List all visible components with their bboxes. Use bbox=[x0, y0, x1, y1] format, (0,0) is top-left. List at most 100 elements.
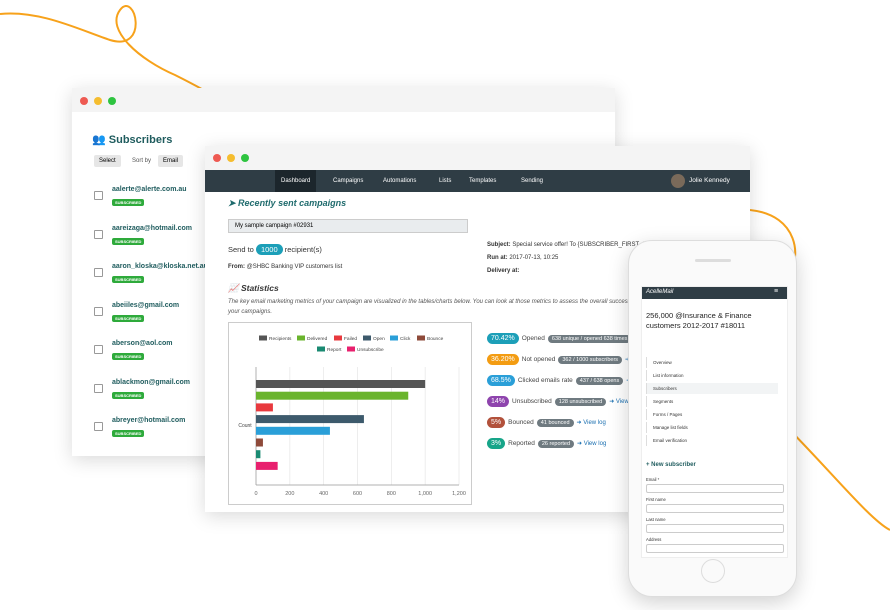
metric-detail: 437 / 638 opens bbox=[575, 377, 624, 385]
list-title: 256,000 @Insurance & Finance customers 2… bbox=[646, 311, 752, 330]
metric-value: 3% bbox=[487, 438, 506, 449]
email: abeiiles@gmail.com bbox=[112, 301, 180, 309]
from: From: @SHBC Banking VIP customers list bbox=[228, 264, 342, 270]
home-button[interactable] bbox=[701, 559, 725, 583]
send-to: Send to 1000 recipient(s) bbox=[228, 244, 322, 255]
legend-swatch bbox=[334, 335, 342, 341]
legend-swatch bbox=[363, 335, 371, 341]
status-badge: SUBSCRIBED bbox=[112, 314, 145, 322]
checkbox[interactable] bbox=[94, 383, 103, 393]
view-log[interactable]: ➜ bbox=[625, 357, 630, 363]
menu-item[interactable]: Manage list fields bbox=[646, 422, 778, 433]
app-bar bbox=[642, 287, 787, 299]
metric-detail: 26 reported bbox=[537, 440, 575, 448]
x-tick-label: 800 bbox=[387, 491, 396, 497]
user[interactable]: Jolie Kennedy bbox=[689, 177, 730, 184]
menu-item[interactable]: Segments bbox=[646, 396, 778, 407]
brand: AcelleMail bbox=[646, 289, 674, 295]
legend-label: Report bbox=[327, 347, 342, 353]
minimize[interactable] bbox=[227, 154, 235, 162]
checkbox[interactable] bbox=[94, 191, 103, 200]
field-input[interactable] bbox=[646, 544, 784, 553]
metric-label: Bounced bbox=[508, 419, 534, 426]
recipients-suffix: recipient(s) bbox=[284, 245, 322, 254]
metric-detail: 41 bounced bbox=[536, 419, 574, 427]
legend-swatch bbox=[390, 335, 398, 341]
legend-label: Failed bbox=[344, 336, 357, 342]
email: abreyer@hotmail.com bbox=[112, 417, 186, 424]
nav-item[interactable]: Sending bbox=[521, 178, 544, 184]
close[interactable] bbox=[80, 97, 88, 105]
view-log[interactable]: ➜ View log bbox=[609, 399, 639, 405]
close[interactable] bbox=[213, 154, 221, 162]
field-input[interactable] bbox=[646, 524, 784, 533]
menu-item[interactable]: Overview bbox=[646, 357, 778, 368]
legend-label: Delivered bbox=[307, 336, 328, 342]
metric-label: Clicked emails rate bbox=[517, 377, 573, 384]
campaign-select[interactable]: My sample campaign #02931 bbox=[228, 219, 468, 233]
nav-item[interactable]: Dashboard bbox=[275, 170, 317, 192]
email: aalerte@alerte.com.au bbox=[112, 186, 187, 193]
x-tick-label: 600 bbox=[353, 491, 362, 497]
maximize[interactable] bbox=[241, 154, 249, 162]
status-badge: SUBSCRIBED bbox=[112, 276, 145, 283]
metric-value: 14% bbox=[487, 396, 510, 407]
x-tick-label: 200 bbox=[285, 491, 294, 497]
title-bar bbox=[72, 88, 615, 112]
menu-item[interactable]: Forms / Pages bbox=[646, 409, 778, 420]
metric-row: 14% Unsubscribed 128 unsubscribed ➜ View lo… bbox=[487, 396, 638, 407]
from-label: From: bbox=[228, 264, 245, 270]
run-at: Run at: 2017-07-13, 10:25 bbox=[487, 255, 558, 261]
bar bbox=[256, 380, 426, 388]
send-to-label: Send to bbox=[228, 245, 254, 254]
checkbox[interactable] bbox=[94, 229, 103, 239]
status-badge: SUBSCRIBED bbox=[112, 199, 145, 206]
field-label: Email * bbox=[646, 477, 660, 482]
sort-field[interactable]: Email bbox=[158, 155, 184, 167]
checkbox[interactable] bbox=[94, 422, 103, 431]
subject-label: Subject: bbox=[487, 242, 511, 248]
avatar[interactable] bbox=[671, 174, 685, 188]
bar bbox=[256, 403, 273, 412]
legend-label: Unsubscribe bbox=[357, 347, 384, 353]
menu-icon[interactable]: ≡ bbox=[774, 288, 779, 295]
checkbox[interactable] bbox=[94, 306, 103, 316]
menu-item[interactable]: Subscribers bbox=[646, 383, 778, 394]
title-bar bbox=[205, 146, 750, 170]
nav-item[interactable]: Lists bbox=[439, 178, 452, 184]
menu-item[interactable]: Email verification bbox=[646, 435, 778, 446]
nav-item[interactable]: Campaigns bbox=[333, 178, 364, 184]
checkbox[interactable] bbox=[94, 268, 103, 277]
subject-value: Special service offer! To {SUBSCRIBER_FI… bbox=[512, 242, 662, 248]
metric-label: Opened bbox=[521, 335, 545, 342]
checkbox[interactable] bbox=[94, 345, 103, 354]
maximize[interactable] bbox=[108, 97, 116, 105]
nav-item[interactable]: Automations bbox=[383, 178, 417, 184]
field-input[interactable] bbox=[646, 504, 784, 513]
nav-item[interactable]: Templates bbox=[469, 178, 497, 184]
stats-title: 📈 Statistics bbox=[228, 283, 279, 293]
run-at-label: Run at: bbox=[487, 255, 508, 261]
view-log[interactable]: ➜ View log bbox=[576, 420, 606, 426]
metric-value: 70.42% bbox=[487, 333, 519, 344]
field-input[interactable] bbox=[646, 484, 784, 493]
menu-item[interactable]: List information bbox=[646, 370, 778, 381]
bar bbox=[256, 391, 409, 400]
section-title-text: Recently sent campaigns bbox=[238, 198, 347, 208]
view-log[interactable]: ➜ View log bbox=[577, 441, 607, 447]
metric-value: 5% bbox=[487, 417, 506, 428]
minimize[interactable] bbox=[94, 97, 102, 105]
new-subscriber[interactable]: + New subscriber bbox=[646, 462, 696, 468]
select[interactable]: Select bbox=[94, 155, 121, 167]
chart: 0 200 400 600 800 1,000 1,200 Count Recipients De… bbox=[228, 322, 472, 505]
legend-label: Recipients bbox=[269, 336, 292, 342]
field-label: Last name bbox=[646, 517, 666, 522]
email: aberson@aol.com bbox=[112, 340, 173, 347]
x-tick-label: 0 bbox=[254, 491, 257, 497]
status-badge: SUBSCRIBED bbox=[112, 391, 145, 399]
sort-label: Sort by bbox=[132, 158, 152, 164]
field-label: First name bbox=[646, 497, 666, 502]
nav-bar: Dashboard Campaigns Automations Lists Templa… bbox=[205, 170, 750, 192]
legend-label: Open bbox=[373, 336, 385, 342]
